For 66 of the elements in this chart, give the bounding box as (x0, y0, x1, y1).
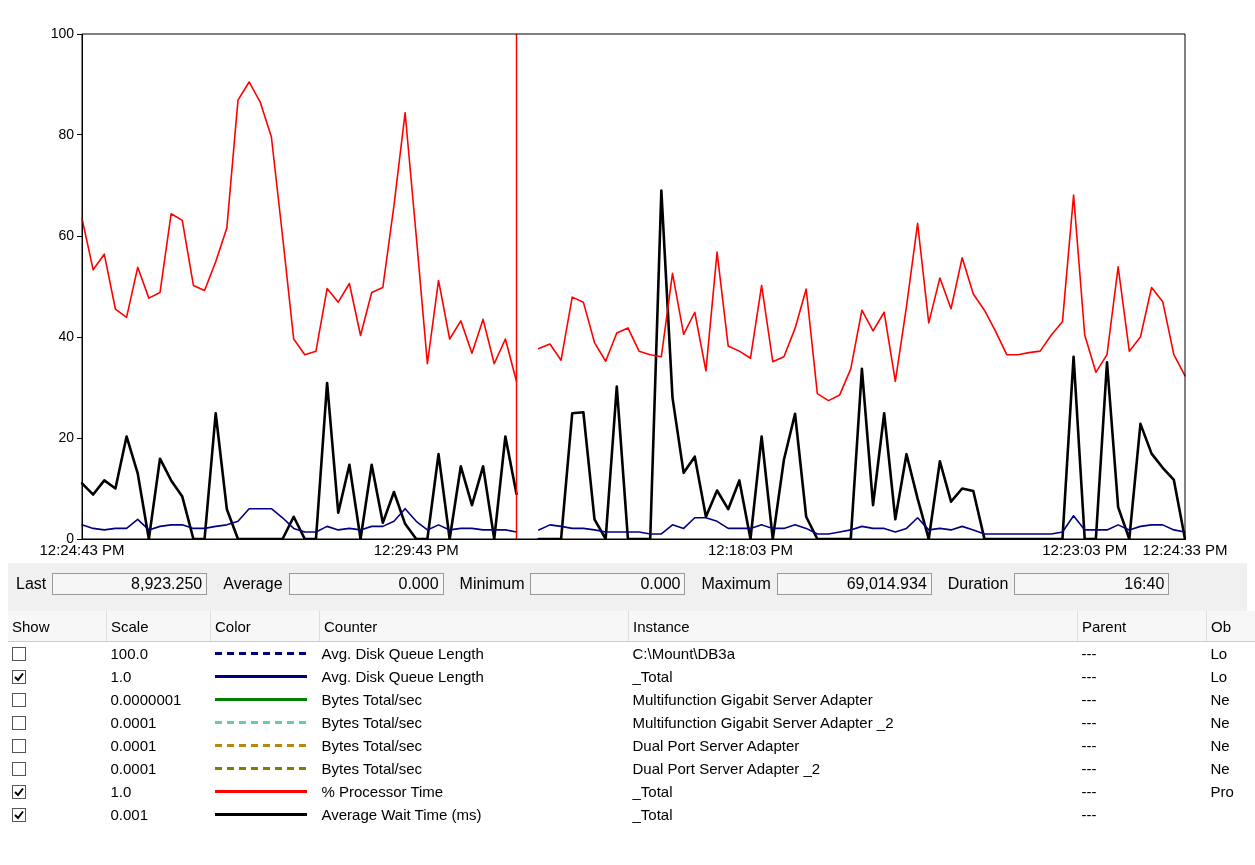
text: 0.000 (530, 573, 686, 595)
legend-label: Bytes Total/sec (320, 759, 424, 779)
text: Lo (1209, 667, 1229, 687)
text: Ne (1209, 713, 1231, 733)
text: --- (1080, 782, 1098, 802)
text: --- (1080, 667, 1098, 687)
text: Ne (1209, 736, 1231, 756)
text: Show (8, 611, 107, 642)
text: 0.0000001 (109, 690, 183, 710)
legend-label: Bytes Total/sec (320, 713, 424, 733)
text: Average (223, 575, 283, 593)
x-tick-label: 12:23:03 PM (1042, 541, 1128, 559)
legend-label: Bytes Total/sec (320, 690, 424, 710)
text: Ne (1209, 690, 1231, 710)
x-tick-label: 12:29:43 PM (373, 541, 459, 559)
text: --- (1080, 644, 1098, 664)
y-tick-label: 0 (66, 529, 75, 546)
text: Dual Port Server Adapter (631, 736, 801, 756)
text: Pro (1209, 782, 1235, 802)
text: Last (16, 575, 47, 593)
text: Ob (1206, 611, 1255, 642)
text: Lo (1209, 644, 1229, 664)
text: Parent (1077, 611, 1207, 642)
text: 0.0001 (109, 759, 158, 779)
text: Dual Port Server Adapter _2 (631, 759, 822, 779)
y-tick-label: 80 (58, 125, 75, 142)
text: 0.0001 (109, 713, 158, 733)
text: Color (210, 611, 320, 642)
text: _Total (631, 667, 674, 687)
legend-label: Avg. Disk Queue Length (320, 644, 485, 664)
text: --- (1080, 759, 1098, 779)
text: 0.001 (109, 805, 150, 825)
text: 1.0 (109, 782, 133, 802)
text: 1.0 (109, 667, 133, 687)
text: _Total (631, 805, 674, 825)
text: Multifunction Gigabit Server Adapter (631, 690, 874, 710)
text: Scale (106, 611, 211, 642)
legend-label: % Processor Time (320, 782, 445, 802)
text: _Total (631, 782, 674, 802)
text: Instance (628, 611, 1078, 642)
text: Minimum (459, 575, 525, 593)
text: --- (1080, 713, 1098, 733)
legend-label: Average Wait Time (ms) (320, 805, 483, 825)
text: Counter (319, 611, 629, 642)
text: Ne (1209, 759, 1231, 779)
y-tick-label: 60 (58, 226, 75, 243)
text: --- (1080, 805, 1098, 825)
text: --- (1080, 736, 1098, 756)
text: 0.0001 (109, 736, 158, 756)
text: 69,014.934 (776, 573, 932, 595)
text: 100.0 (109, 644, 150, 664)
text: C:\Mount\DB3a (631, 644, 737, 664)
legend-label: Avg. Disk Queue Length (320, 667, 485, 687)
x-tick-label: 12:18:03 PM (707, 541, 794, 559)
y-tick-label: 20 (58, 428, 75, 445)
text: Multifunction Gigabit Server Adapter _2 (631, 713, 895, 733)
text: --- (1080, 690, 1098, 710)
text: 0.000 (288, 573, 444, 595)
y-tick-label: 40 (58, 327, 75, 344)
text: 16:40 (1014, 573, 1170, 595)
y-tick-label: 100 (50, 24, 75, 41)
text: Maximum (701, 575, 771, 593)
x-tick-label: 12:24:33 PM (1142, 541, 1228, 559)
text: 8,923.250 (52, 573, 208, 595)
text: Duration (947, 575, 1009, 593)
legend-label: Bytes Total/sec (320, 736, 424, 756)
